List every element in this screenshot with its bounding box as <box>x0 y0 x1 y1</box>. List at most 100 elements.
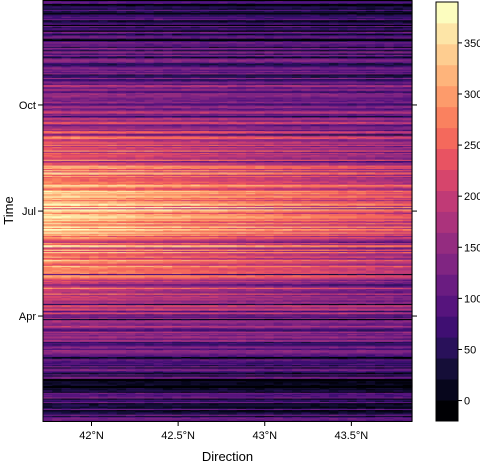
heatmap-cell <box>356 404 367 407</box>
heatmap-cell <box>144 393 155 396</box>
heatmap-cell <box>126 419 136 422</box>
heatmap-cell <box>199 359 210 362</box>
heatmap-cell <box>310 364 321 367</box>
heatmap-cell <box>190 381 201 384</box>
heatmap-cell <box>236 416 247 419</box>
heatmap-cell <box>255 411 265 414</box>
heatmap-cell <box>98 399 109 401</box>
heatmap-cell <box>310 416 321 419</box>
heatmap-cell <box>356 361 367 363</box>
heatmap-cell <box>384 385 395 387</box>
heatmap-cell <box>282 419 293 422</box>
heatmap-cell <box>365 357 376 360</box>
heatmap-cell <box>162 367 173 370</box>
heatmap-cell <box>98 371 109 374</box>
heatmap-cell <box>107 394 118 397</box>
heatmap-cell <box>328 401 339 404</box>
heatmap-cell <box>393 357 404 360</box>
heatmap-cell <box>209 373 219 376</box>
heatmap-cell <box>172 395 182 398</box>
heatmap-cell <box>153 372 164 375</box>
heatmap-cell <box>98 359 109 362</box>
heatmap-cell <box>70 381 81 384</box>
heatmap-cell <box>43 409 53 412</box>
heatmap-cell <box>153 394 164 397</box>
heatmap-cell <box>199 394 210 397</box>
heatmap-cell <box>144 385 155 387</box>
heatmap-cell <box>144 391 155 393</box>
heatmap-cell <box>227 395 238 398</box>
heatmap-cell <box>273 389 284 392</box>
heatmap-cell <box>61 404 72 407</box>
heatmap-cell <box>89 357 99 360</box>
heatmap-cell <box>52 373 63 376</box>
heatmap-cell <box>255 415 265 417</box>
heatmap-cell <box>255 412 265 415</box>
heatmap-cell <box>218 382 229 385</box>
heatmap-cell <box>107 359 118 362</box>
heatmap-cell <box>218 396 229 399</box>
heatmap-cell <box>384 412 395 415</box>
heatmap-cell <box>98 418 109 421</box>
heatmap-cell <box>227 406 238 408</box>
heatmap-cell <box>199 369 210 371</box>
heatmap-cell <box>347 411 358 414</box>
heatmap-cell <box>98 394 109 397</box>
heatmap-cell <box>319 386 330 389</box>
heatmap-cell <box>61 380 72 383</box>
heatmap-cell <box>273 386 284 389</box>
heatmap-cell <box>162 369 173 371</box>
heatmap-cell <box>402 379 413 382</box>
heatmap-cell <box>393 384 404 386</box>
heatmap-cell <box>319 409 330 412</box>
heatmap-cell <box>282 397 293 400</box>
heatmap-cell <box>218 391 229 393</box>
heatmap-cell <box>227 407 238 409</box>
heatmap-cell <box>135 416 146 419</box>
heatmap-cell <box>255 408 265 411</box>
heatmap-cell <box>52 377 63 379</box>
heatmap-cell <box>301 380 312 383</box>
heatmap-cell <box>153 399 164 401</box>
heatmap-cell <box>61 374 72 377</box>
heatmap-cell <box>282 369 293 371</box>
heatmap-cell <box>89 406 99 408</box>
heatmap-cell <box>319 412 330 415</box>
heatmap-cell <box>365 372 376 375</box>
heatmap-cell <box>255 392 265 394</box>
heatmap-cell <box>199 371 210 374</box>
heatmap-cell <box>70 408 81 411</box>
heatmap-cell <box>218 362 229 364</box>
heatmap-cell <box>365 364 376 367</box>
heatmap-cell <box>245 393 256 396</box>
heatmap-cell <box>153 380 164 383</box>
heatmap-cell <box>356 385 367 387</box>
heatmap-cell <box>365 399 376 401</box>
heatmap-cell <box>301 359 312 362</box>
heatmap-cell <box>70 394 81 397</box>
heatmap-cell <box>338 366 349 369</box>
heatmap-cell <box>292 385 302 387</box>
heatmap-cell <box>107 380 118 383</box>
heatmap-cell <box>282 365 293 368</box>
heatmap-cell <box>162 419 173 422</box>
heatmap-cell <box>172 409 182 412</box>
heatmap-cell <box>273 402 284 405</box>
heatmap-cell <box>255 380 265 383</box>
heatmap-cell <box>245 364 256 367</box>
heatmap-cell <box>310 385 321 387</box>
heatmap-cell <box>190 416 201 419</box>
heatmap-cell <box>365 408 376 411</box>
heatmap-cell <box>190 397 201 400</box>
heatmap-cell <box>282 400 293 402</box>
heatmap-cell <box>162 379 173 382</box>
heatmap-cell <box>273 404 284 407</box>
heatmap-cell <box>319 369 330 371</box>
heatmap-cell <box>292 358 302 361</box>
heatmap-cell <box>162 396 173 399</box>
heatmap-cell <box>52 366 63 369</box>
heatmap-cell <box>144 373 155 376</box>
heatmap-cell <box>319 397 330 400</box>
heatmap-cell <box>301 365 312 368</box>
heatmap-cell <box>402 366 413 369</box>
